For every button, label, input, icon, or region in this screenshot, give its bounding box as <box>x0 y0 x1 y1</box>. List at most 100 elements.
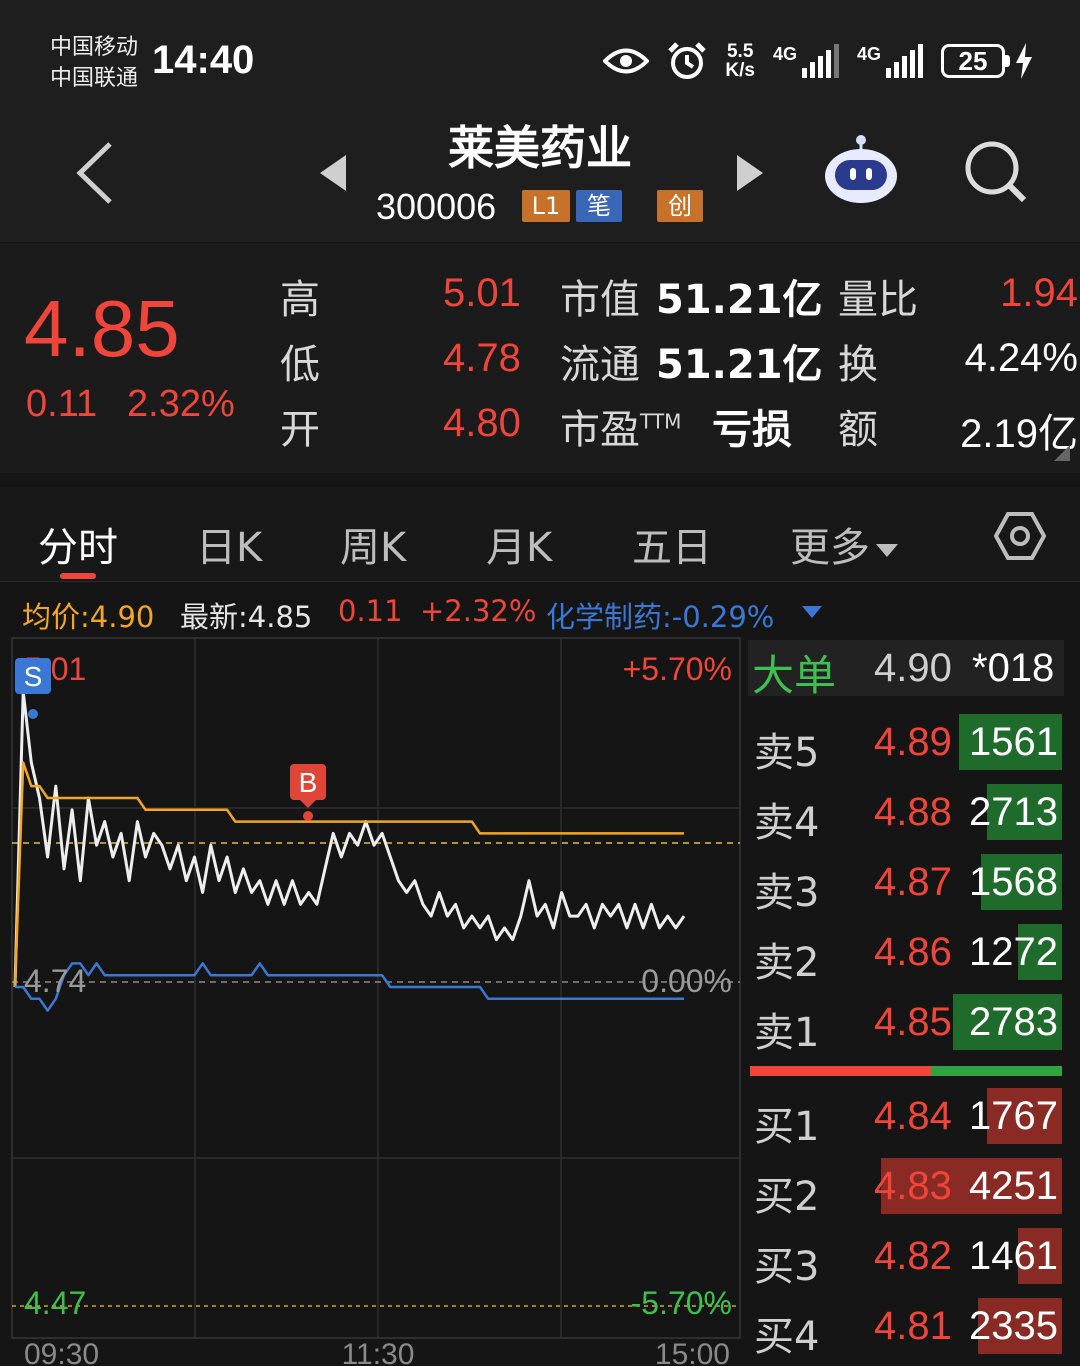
ask-volume: 2713 <box>969 790 1058 834</box>
x-label-end: 15:00 <box>655 1338 730 1366</box>
ask-row-1[interactable]: 卖1 4.85 2783 <box>748 992 1064 1056</box>
status-icons: 5.5 K/s 4G 4G 25 <box>603 36 1034 86</box>
bid-price: 4.83 <box>874 1164 952 1208</box>
ask-volume: 1272 <box>969 930 1058 974</box>
volratio-label: 量比 <box>838 277 918 323</box>
ask-volume-bar <box>959 714 1062 770</box>
battery-level: 25 <box>941 44 1005 78</box>
ask-label: 卖2 <box>754 940 820 986</box>
bid-volume-bar <box>987 1088 1062 1144</box>
tab-weekly-k[interactable]: 周K <box>340 525 407 571</box>
ask-price: 4.88 <box>874 790 952 834</box>
bid-volume: 1461 <box>969 1234 1058 1278</box>
big-order-row[interactable]: 大单 4.90 *018 <box>748 640 1064 700</box>
tab-monthly-k[interactable]: 月K <box>486 525 553 571</box>
bid-label: 买2 <box>754 1174 820 1220</box>
intraday-chart[interactable]: 5.01 4.74 4.47 +5.70% 0.00% -5.70% 09:30… <box>0 636 745 1366</box>
sell-marker[interactable]: S <box>15 658 51 719</box>
pct-max-label: +5.70% <box>623 651 732 687</box>
carrier-info: 中国移动 中国联通 <box>50 32 138 94</box>
pct-mid-label: 0.00% <box>641 963 732 999</box>
low-value: 4.78 <box>443 336 521 380</box>
ask-price: 4.87 <box>874 860 952 904</box>
status-time: 14:40 <box>152 38 255 82</box>
low-label: 低 <box>280 342 320 388</box>
net-speed: 5.5 K/s <box>725 42 755 80</box>
ask-row-3[interactable]: 卖3 4.87 1568 <box>748 852 1064 916</box>
ask-volume-bar <box>953 994 1062 1050</box>
bid-label: 买1 <box>754 1104 820 1150</box>
amount-label: 额 <box>838 407 878 453</box>
pe-value: 亏损 <box>712 407 792 453</box>
pe-label: 市盈TTM <box>560 397 681 455</box>
ask-row-2[interactable]: 卖2 4.86 1272 <box>748 922 1064 986</box>
sell-marker-label: S <box>24 661 43 692</box>
back-arrow-icon[interactable] <box>72 140 116 206</box>
eye-icon <box>603 48 650 74</box>
bid-row-2[interactable]: 买2 4.83 4251 <box>748 1156 1064 1220</box>
turnover-label: 换 <box>838 342 878 388</box>
next-stock-icon[interactable] <box>735 155 763 191</box>
quote-panel: 4.85 0.11 2.32% 高 低 开 5.01 4.78 4.80 市值 … <box>0 243 1080 473</box>
high-label: 高 <box>280 277 320 323</box>
amount-value: 2.19亿 <box>960 412 1078 456</box>
buy-sell-ratio-bar <box>750 1066 1062 1076</box>
sector-dropdown-icon[interactable] <box>802 606 822 620</box>
buy-marker-label: B <box>299 767 318 798</box>
ask-label: 卖5 <box>754 730 820 776</box>
battery-icon: 25 <box>941 43 1034 79</box>
chevron-down-icon <box>876 543 898 557</box>
bid-row-1[interactable]: 买1 4.84 1767 <box>748 1086 1064 1150</box>
tab-five-day[interactable]: 五日 <box>632 525 712 571</box>
ask-volume: 2783 <box>969 1000 1058 1044</box>
bid-volume: 2335 <box>969 1304 1058 1348</box>
x-label-mid: 11:30 <box>342 1338 415 1366</box>
open-label: 开 <box>280 407 320 453</box>
tab-intraday[interactable]: 分时 <box>38 525 118 571</box>
settings-icon[interactable] <box>994 511 1046 561</box>
tab-daily-k[interactable]: 日K <box>196 525 263 571</box>
pct-min-label: -5.70% <box>631 1285 732 1321</box>
ask-row-4[interactable]: 卖4 4.88 2713 <box>748 782 1064 846</box>
turnover-value: 4.24% <box>964 336 1078 380</box>
order-book: 大单 4.90 *018 卖5 4.89 1561 卖4 4.88 2713 卖… <box>748 636 1068 1366</box>
mktcap-label: 市值 <box>560 277 640 323</box>
carrier-2: 中国联通 <box>50 66 139 91</box>
ask-volume-bar <box>987 784 1062 840</box>
series-line-1 <box>13 690 686 988</box>
mktcap-value: 51.21亿 <box>656 277 823 323</box>
y-min-label: 4.47 <box>24 1285 86 1321</box>
tag-l1: L1 <box>522 190 570 222</box>
y-mid-label: 4.74 <box>24 963 86 999</box>
buy-marker[interactable]: B <box>290 764 326 821</box>
big-order-label: 大单 <box>752 651 837 700</box>
expand-corner-icon[interactable] <box>1054 445 1070 461</box>
ai-assistant-icon[interactable] <box>822 132 900 206</box>
ask-row-5[interactable]: 卖5 4.89 1561 <box>748 712 1064 776</box>
tab-active-indicator <box>60 573 96 579</box>
chart-info-line: 均价:4.90 最新:4.85 0.11 +2.32% 化学制药:-0.29% <box>0 590 1080 636</box>
float-value: 51.21亿 <box>656 342 823 388</box>
tag-chuang: 创 <box>657 190 703 222</box>
search-icon[interactable] <box>964 140 1028 204</box>
tag-bi: 笔 <box>576 190 622 222</box>
sector-change[interactable]: 化学制药:-0.29% <box>546 600 775 634</box>
stock-code: 300006 <box>376 186 497 227</box>
bid-price: 4.81 <box>874 1304 952 1348</box>
bid-price: 4.84 <box>874 1094 952 1138</box>
tab-more[interactable]: 更多 <box>790 515 898 573</box>
previous-stock-icon[interactable] <box>320 155 348 191</box>
bid-row-3[interactable]: 买3 4.82 1461 <box>748 1226 1064 1290</box>
avg-price: 均价:4.90 <box>22 600 155 634</box>
latest-change-pct: +2.32% <box>420 594 537 628</box>
ask-label: 卖1 <box>754 1010 820 1056</box>
signal-2-icon: 4G <box>857 44 923 78</box>
ask-price: 4.85 <box>874 1000 952 1044</box>
bid-label: 买3 <box>754 1244 820 1290</box>
series-line-3 <box>15 962 684 1012</box>
current-price: 4.85 <box>24 284 180 373</box>
bid-row-4[interactable]: 买4 4.81 2335 <box>748 1296 1064 1360</box>
series-line-2 <box>13 761 684 988</box>
bid-volume-bar <box>978 1298 1062 1354</box>
charging-icon <box>1016 43 1032 79</box>
